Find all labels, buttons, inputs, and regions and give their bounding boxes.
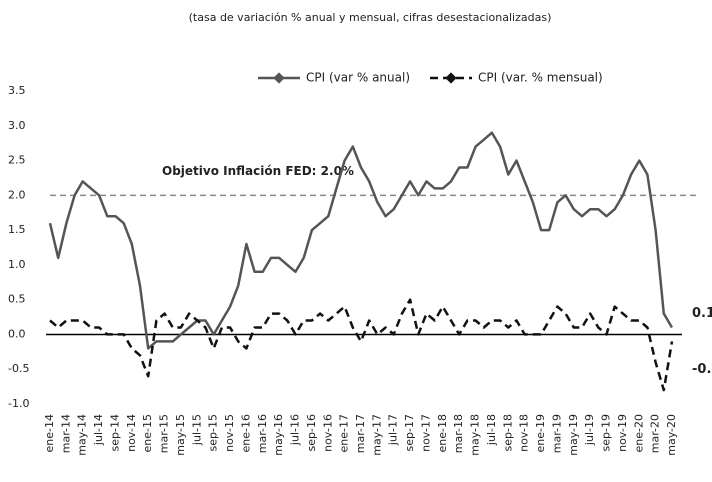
x-tick-label: jul-18 xyxy=(485,414,498,446)
x-tick-label: ene-18 xyxy=(436,414,449,452)
x-tick-label: may-20 xyxy=(665,414,678,456)
x-tick-label: ene-15 xyxy=(141,414,154,452)
x-tick-label: sep-15 xyxy=(207,414,220,451)
x-tick-label: mar-19 xyxy=(550,414,563,453)
x-tick-label: mar-17 xyxy=(354,414,367,453)
x-tick-label: may-18 xyxy=(469,414,482,456)
x-tick-label: mar-20 xyxy=(649,414,662,453)
series-line xyxy=(48,131,674,350)
legend-label: CPI (var. % mensual) xyxy=(478,71,603,85)
y-tick-label: -1.0 xyxy=(8,397,29,410)
x-tick-label: nov-14 xyxy=(125,414,138,452)
x-tick-label: may-14 xyxy=(76,414,89,456)
reference-label: Objetivo Inflación FED: 2.0% xyxy=(162,164,354,178)
x-tick-label: may-17 xyxy=(370,414,383,456)
x-tick-label: ene-20 xyxy=(632,414,645,452)
legend-label: CPI (var % anual) xyxy=(306,71,410,85)
x-tick-label: sep-16 xyxy=(305,414,318,451)
y-tick-label: 2.0 xyxy=(8,188,26,201)
x-tick-label: ene-17 xyxy=(338,414,351,452)
x-tick-label: jul-15 xyxy=(190,414,203,446)
y-tick-label: 3.5 xyxy=(8,84,26,97)
x-tick-label: ene-14 xyxy=(43,414,56,452)
x-tick-label: jul-16 xyxy=(289,414,302,446)
y-tick-label: 0.5 xyxy=(8,293,26,306)
x-tick-label: mar-15 xyxy=(158,414,171,453)
y-tick-label: 2.5 xyxy=(8,154,26,167)
x-tick-label: sep-18 xyxy=(501,414,514,451)
x-tick-label: mar-16 xyxy=(256,414,269,453)
x-tick-label: mar-14 xyxy=(59,414,72,453)
x-tick-label: may-15 xyxy=(174,414,187,456)
legend-marker xyxy=(445,72,457,84)
x-tick-label: sep-14 xyxy=(108,414,121,451)
x-tick-label: nov-16 xyxy=(321,414,334,452)
y-tick-label: -0.5 xyxy=(8,362,29,375)
x-tick-label: mar-18 xyxy=(452,414,465,453)
x-tick-label: sep-17 xyxy=(403,414,416,451)
x-tick-label: jul-14 xyxy=(92,414,105,446)
x-tick-label: ene-16 xyxy=(239,414,252,452)
x-tick-label: sep-19 xyxy=(600,414,613,451)
x-tick-label: jul-17 xyxy=(387,414,400,446)
x-tick-label: nov-18 xyxy=(518,414,531,452)
x-tick-label: may-16 xyxy=(272,414,285,456)
x-tick-label: jul-19 xyxy=(583,414,596,446)
end-label: 0.1 xyxy=(692,306,712,321)
series-line xyxy=(49,298,674,392)
y-tick-label: 0.0 xyxy=(8,327,26,340)
x-tick-label: ene-19 xyxy=(534,414,547,452)
x-tick-label: nov-19 xyxy=(616,414,629,452)
end-label: -0.1 xyxy=(692,362,712,377)
y-tick-label: 3.0 xyxy=(8,119,26,132)
y-tick-label: 1.5 xyxy=(8,223,26,236)
x-tick-label: nov-15 xyxy=(223,414,236,452)
y-tick-label: 1.0 xyxy=(8,258,26,271)
chart-subtitle: (tasa de variación % anual y mensual, ci… xyxy=(189,11,552,24)
x-tick-label: nov-17 xyxy=(419,414,432,452)
x-tick-label: may-19 xyxy=(567,414,580,456)
legend-marker xyxy=(273,72,285,84)
